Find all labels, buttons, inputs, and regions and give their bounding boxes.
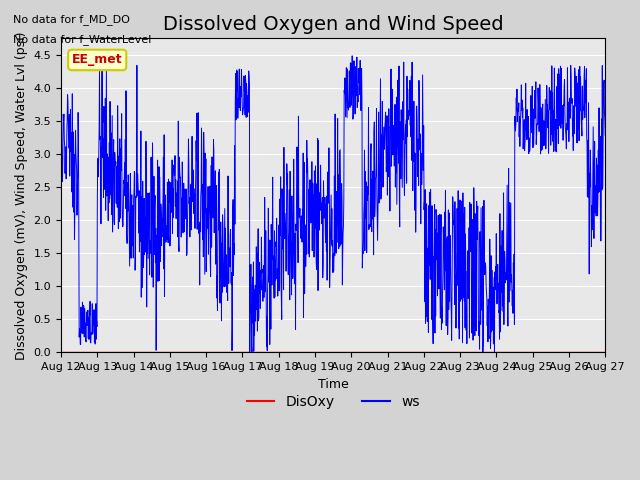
X-axis label: Time: Time — [317, 377, 349, 391]
Text: EE_met: EE_met — [72, 53, 122, 66]
Y-axis label: Dissolved Oxygen (mV), Wind Speed, Water Lvl (psi): Dissolved Oxygen (mV), Wind Speed, Water… — [15, 31, 28, 360]
Text: No data for f_MD_DO: No data for f_MD_DO — [13, 14, 130, 25]
Title: Dissolved Oxygen and Wind Speed: Dissolved Oxygen and Wind Speed — [163, 15, 504, 34]
Legend: DisOxy, ws: DisOxy, ws — [241, 389, 425, 414]
Text: No data for f_WaterLevel: No data for f_WaterLevel — [13, 34, 151, 45]
